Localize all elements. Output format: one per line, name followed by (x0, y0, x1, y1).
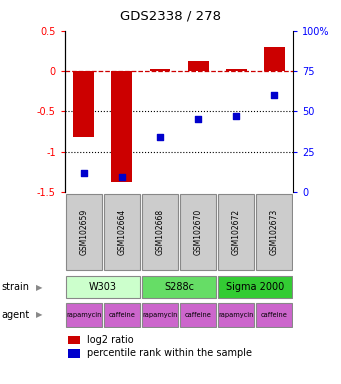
Text: percentile rank within the sample: percentile rank within the sample (87, 348, 252, 358)
Bar (65, 303, 102, 327)
Point (271, 92, 277, 98)
Bar (218, 303, 254, 327)
Text: rapamycin: rapamycin (219, 312, 254, 318)
Bar (180, 303, 216, 327)
Bar (66, 194, 102, 270)
Text: GSM102670: GSM102670 (194, 209, 203, 255)
Bar (180, 194, 216, 270)
Text: agent: agent (2, 310, 30, 320)
Bar (142, 303, 178, 327)
Bar (104, 194, 140, 270)
Point (157, 134, 163, 140)
Text: caffeine: caffeine (261, 312, 288, 318)
Text: GSM102672: GSM102672 (232, 209, 241, 255)
Text: ▶: ▶ (36, 310, 43, 319)
Bar (142, 276, 216, 298)
Text: strain: strain (2, 282, 30, 292)
Point (81, 170, 87, 176)
Text: W303: W303 (89, 282, 117, 292)
Bar (264, 47, 285, 71)
Text: log2 ratio: log2 ratio (87, 335, 134, 345)
Bar (218, 276, 293, 298)
Point (195, 116, 201, 122)
Text: ▶: ▶ (36, 283, 43, 291)
Text: caffeine: caffeine (184, 312, 211, 318)
Point (119, 174, 124, 180)
Text: GDS2338 / 278: GDS2338 / 278 (120, 10, 221, 23)
Text: rapamycin: rapamycin (142, 312, 178, 318)
Point (233, 113, 239, 119)
Bar (112, 71, 132, 182)
Bar (188, 61, 209, 71)
Text: GSM102668: GSM102668 (155, 209, 164, 255)
Bar (73, 71, 94, 137)
Bar (226, 69, 247, 71)
Text: S288c: S288c (164, 282, 194, 292)
Text: GSM102673: GSM102673 (270, 209, 279, 255)
Bar (104, 303, 140, 327)
Bar (149, 69, 170, 71)
Text: GSM102664: GSM102664 (117, 209, 127, 255)
Text: GSM102659: GSM102659 (79, 209, 88, 255)
Bar (142, 194, 178, 270)
Bar (256, 303, 293, 327)
Bar (65, 276, 140, 298)
Text: rapamycin: rapamycin (66, 312, 102, 318)
Text: caffeine: caffeine (108, 312, 135, 318)
Bar (256, 194, 292, 270)
Text: Sigma 2000: Sigma 2000 (226, 282, 284, 292)
Bar (218, 194, 254, 270)
